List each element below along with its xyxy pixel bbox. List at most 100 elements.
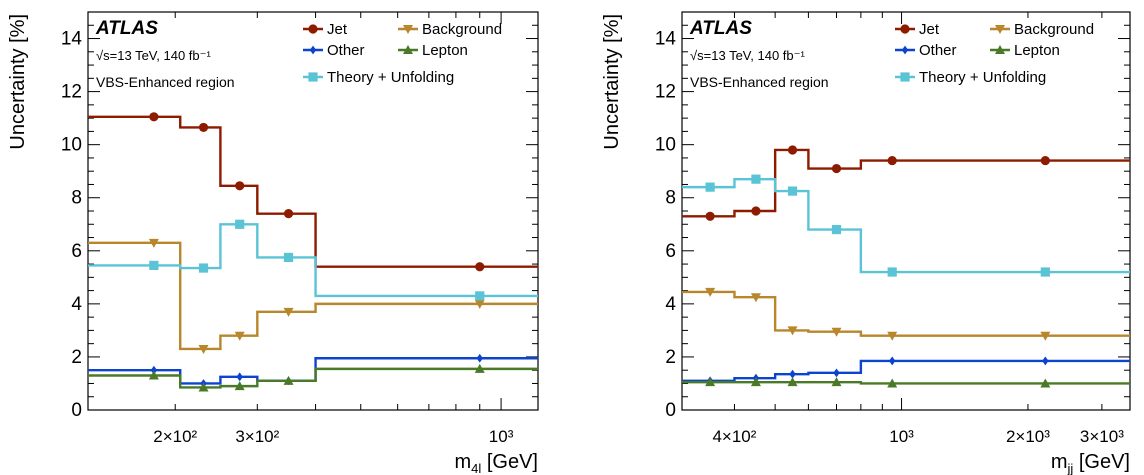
series-background (88, 238, 538, 354)
series-background (682, 287, 1130, 341)
data-point (705, 211, 715, 221)
legend-marker (403, 45, 413, 54)
x-axis-title-main: m (455, 451, 472, 473)
data-point (887, 378, 898, 388)
data-point (234, 331, 245, 341)
x-axis-title-unit: [GeV] (481, 451, 538, 473)
y-tick-label: 2 (665, 347, 676, 368)
data-point (833, 368, 840, 378)
experiment-label: ATLAS (95, 18, 158, 39)
data-point (198, 263, 209, 273)
legend-item: Lepton (990, 42, 1060, 59)
x-axis-title-sub: 4l (471, 461, 481, 475)
data-point (887, 267, 897, 277)
x-axis-title-sub: jj (1067, 461, 1074, 475)
x-tick-label: 3×10³ (1080, 427, 1124, 446)
series-line (682, 380, 1130, 385)
legend-label: Background (422, 21, 502, 38)
series-theory-unfolding (682, 174, 1130, 277)
legend-label: Other (327, 42, 365, 59)
series-jet (682, 145, 1130, 221)
data-point (150, 365, 158, 375)
experiment-label: ATLAS (689, 18, 752, 39)
series-jet (88, 112, 538, 272)
data-point (283, 252, 294, 263)
legend-marker (901, 45, 909, 55)
data-point (1040, 378, 1051, 388)
legend-marker (403, 25, 413, 34)
energy-luminosity-label: √s=13 TeV, 140 fb⁻¹ (690, 48, 806, 63)
data-point (751, 206, 761, 216)
data-point (149, 260, 159, 270)
x-axis-title: mjj [GeV] (1051, 451, 1130, 475)
data-point (787, 186, 798, 196)
legend: Jet Background Other Lepton Theory + Unfoldi… (895, 21, 1094, 86)
legend-marker (308, 72, 318, 82)
data-point (198, 122, 209, 133)
legend-label: Other (919, 42, 957, 59)
x-tick-label: 10³ (489, 427, 514, 446)
data-point (148, 370, 159, 380)
data-point (476, 353, 483, 363)
data-point (831, 377, 842, 387)
data-point (236, 372, 243, 382)
data-point (750, 377, 761, 387)
x-axis-title-unit: [GeV] (1073, 451, 1130, 473)
x-tick-label: 10³ (889, 427, 914, 446)
y-tick-label: 10 (61, 135, 82, 156)
y-tick-label: 6 (665, 241, 676, 262)
legend-marker (309, 45, 317, 55)
data-point (705, 377, 716, 387)
data-point (1042, 356, 1049, 366)
data-point (283, 209, 294, 219)
data-point (475, 291, 485, 301)
data-point (149, 112, 159, 122)
data-point (198, 344, 209, 354)
series-lepton (682, 377, 1130, 388)
y-axis-title: Uncertainty [%] (7, 14, 29, 150)
y-tick-label: 6 (71, 241, 82, 262)
legend-label: Jet (919, 21, 940, 38)
y-tick-label: 12 (655, 82, 676, 103)
series-line (88, 223, 538, 298)
legend-marker (900, 24, 910, 34)
data-point (705, 182, 715, 192)
legend-label: Background (1014, 21, 1094, 38)
data-point (475, 262, 485, 272)
series-line (682, 148, 1130, 218)
y-tick-label: 0 (665, 400, 676, 421)
data-point (831, 163, 842, 174)
data-point (831, 327, 842, 337)
y-tick-label: 4 (71, 294, 82, 315)
data-point (787, 145, 798, 155)
legend-label: Theory + Unfolding (919, 69, 1046, 86)
legend-label: Theory + Unfolding (327, 69, 454, 86)
data-point (474, 299, 485, 309)
data-point (705, 287, 716, 297)
y-tick-label: 10 (655, 135, 676, 156)
legend-item: Jet (303, 21, 348, 38)
chart-panel-right: 0 2 4 6 8 10 12 14 4×10² 10³ 2×10³ 3×10³ Uncertainty… (601, 11, 1131, 475)
y-tick-label: 2 (71, 347, 82, 368)
data-point (1040, 331, 1051, 341)
series-other (88, 353, 538, 388)
legend-item: Lepton (398, 42, 468, 59)
chart-panel-left: 0 2 4 6 8 10 12 14 2×10² 3×10² 10³ Uncertainty [%] m… (7, 11, 539, 475)
energy-luminosity-label: √s=13 TeV, 140 fb⁻¹ (96, 48, 212, 63)
data-point (283, 375, 294, 385)
data-point (148, 238, 159, 248)
legend-label: Lepton (1014, 42, 1060, 59)
legend-marker (995, 45, 1005, 54)
y-tick-label: 12 (61, 82, 82, 103)
series-line (682, 290, 1130, 337)
data-point (1040, 267, 1050, 277)
data-point (235, 219, 245, 229)
legend-item: Theory + Unfolding (303, 69, 454, 86)
legend-item: Theory + Unfolding (895, 69, 1046, 86)
x-tick-label: 2×10² (153, 427, 197, 446)
data-point (887, 155, 897, 166)
legend-item: Other (895, 42, 957, 59)
region-label: VBS-Enhanced region (690, 74, 829, 90)
region-label: VBS-Enhanced region (96, 74, 235, 90)
